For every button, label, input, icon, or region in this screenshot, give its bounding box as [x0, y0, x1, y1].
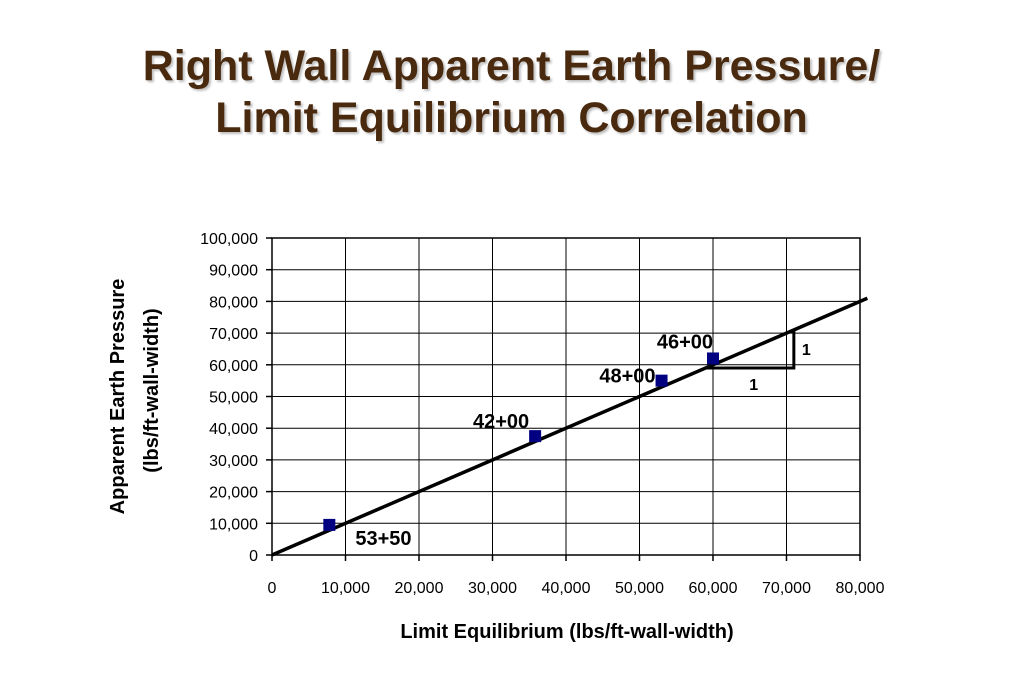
slide-title-line-2: Limit Equilibrium Correlation [215, 94, 808, 142]
data-points [323, 352, 719, 531]
x-tick-label: 20,000 [395, 580, 444, 597]
y-tick-label: 20,000 [209, 485, 258, 502]
trend-line [271, 296, 869, 557]
y-tick-label: 10,000 [209, 516, 258, 533]
y-axis-title-line-2: (lbs/ft-wall-width) [141, 308, 163, 472]
y-tick-label: 70,000 [209, 326, 258, 343]
x-tick-label: 50,000 [615, 580, 664, 597]
data-point-label: 46+00 [657, 331, 713, 353]
y-tick-label: 90,000 [209, 263, 258, 280]
x-tick-label: 10,000 [321, 580, 370, 597]
grid-lines [272, 238, 860, 555]
data-point-marker [655, 374, 668, 387]
data-point-label: 48+00 [599, 366, 655, 388]
data-point-marker [529, 430, 542, 443]
slope-rise-label: 1 [802, 342, 811, 359]
data-point-label: 53+50 [355, 528, 411, 550]
x-tick-label: 30,000 [468, 580, 517, 597]
slide-title-line-1: Right Wall Apparent Earth Pressure/ [142, 42, 881, 90]
y-axis-title-line-1: Apparent Earth Pressure [107, 279, 129, 515]
y-tick-label: 30,000 [209, 453, 258, 470]
y-tick-label: 100,000 [200, 231, 258, 248]
x-tick-label: 80,000 [836, 580, 885, 597]
y-tick-label: 0 [249, 548, 258, 565]
slope-run-label: 1 [749, 377, 758, 394]
y-tick-label: 60,000 [209, 358, 258, 375]
data-point-marker [707, 352, 719, 365]
y-tick-label: 50,000 [209, 390, 258, 407]
data-point-label: 42+00 [473, 411, 529, 433]
x-axis-title: Limit Equilibrium (lbs/ft-wall-width) [400, 621, 733, 643]
slide-title: Right Wall Apparent Earth Pressure/ Limi… [0, 40, 1023, 144]
x-tick-label: 40,000 [542, 580, 591, 597]
x-axis-tick-labels: 0 10,000 20,000 30,000 40,000 50,000 60,000 70,… [268, 555, 885, 597]
data-point-marker [323, 518, 336, 531]
x-tick-label: 70,000 [762, 580, 811, 597]
x-tick-label: 60,000 [689, 580, 738, 597]
slope-triangle [705, 329, 796, 370]
y-axis-title: Apparent Earth Pressure (lbs/ft-wall-wid… [107, 279, 163, 515]
y-tick-label: 80,000 [209, 294, 258, 311]
y-axis-tick-labels: 0 10,000 20,000 30,000 40,000 50,000 60,000 70,… [200, 231, 272, 565]
x-tick-label: 0 [268, 580, 277, 597]
y-tick-label: 40,000 [209, 421, 258, 438]
